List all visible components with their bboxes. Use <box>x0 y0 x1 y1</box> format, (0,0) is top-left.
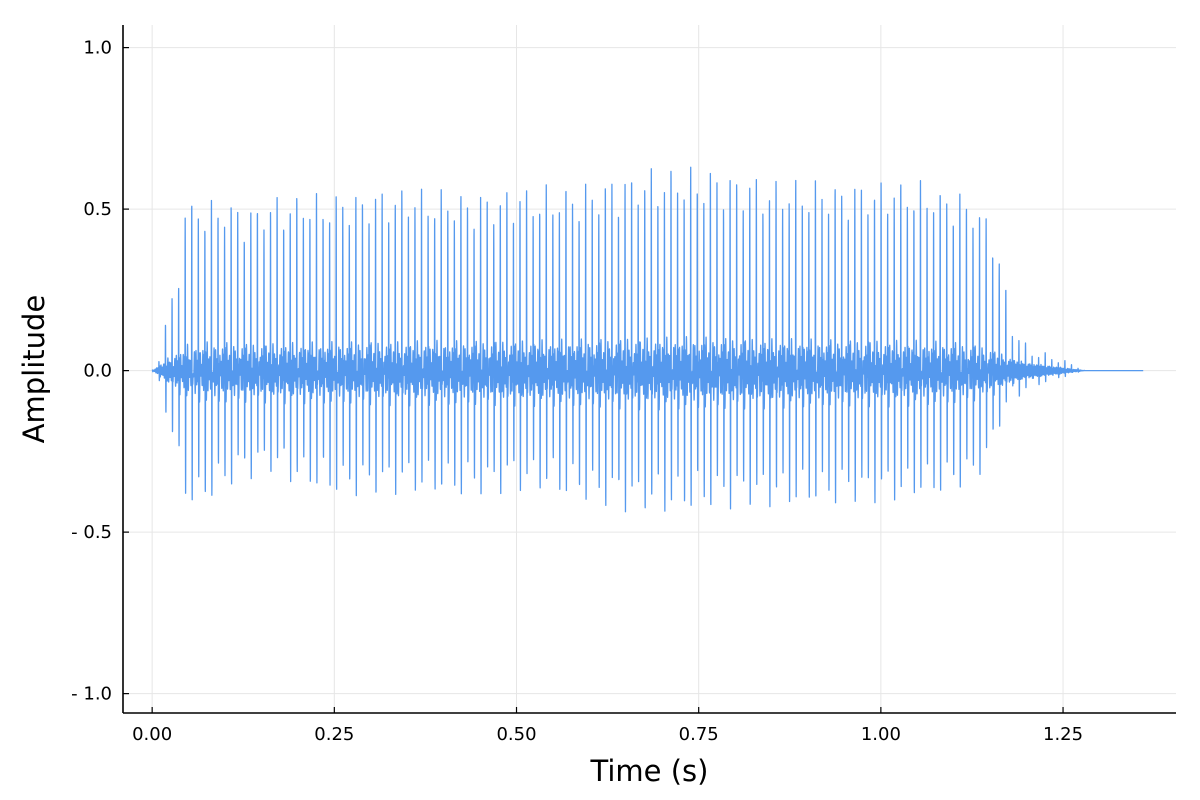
waveform-series <box>151 166 1144 513</box>
y-tick-label: - 0.5 <box>71 522 112 543</box>
y-tick-label: 0.0 <box>83 361 112 382</box>
x-tick-label: 0.00 <box>132 724 172 745</box>
x-tick-label: 0.50 <box>496 724 536 745</box>
waveform-line <box>151 166 1144 513</box>
x-tick-label: 1.00 <box>861 724 901 745</box>
y-tick-label: - 1.0 <box>71 684 112 705</box>
axes <box>122 25 1176 714</box>
x-tick-label: 0.75 <box>679 724 719 745</box>
y-tick-label: 0.5 <box>83 199 112 220</box>
x-tick-label: 0.25 <box>314 724 354 745</box>
y-tick-label: 1.0 <box>83 38 112 59</box>
x-tick-label: 1.25 <box>1043 724 1083 745</box>
tick-labels: 0.00 0.25 0.50 0.75 1.00 1.25 1.0 0.5 0.0 - 0.5 - … <box>71 38 1083 745</box>
y-axis-title: Amplitude <box>17 295 51 444</box>
x-axis-title: Time (s) <box>590 754 709 788</box>
